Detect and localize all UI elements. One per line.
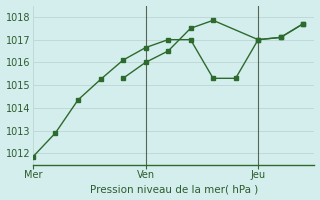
X-axis label: Pression niveau de la mer( hPa ): Pression niveau de la mer( hPa ) [90,184,258,194]
